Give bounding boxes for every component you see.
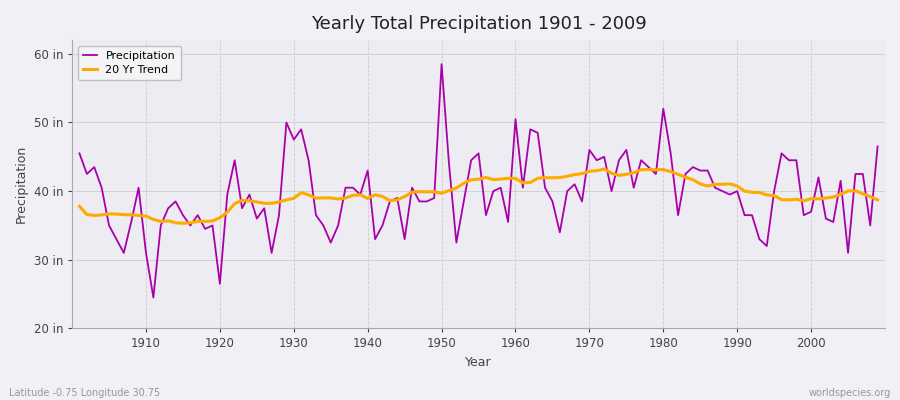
X-axis label: Year: Year [465,356,492,369]
20 Yr Trend [614,173,625,178]
Text: Latitude -0.75 Longitude 30.75: Latitude -0.75 Longitude 30.75 [9,388,160,398]
Line: Precipitation: Precipitation [79,64,878,298]
20 Yr Trend [303,192,314,197]
Precipitation [518,185,528,190]
20 Yr Trend [347,193,358,198]
20 Yr Trend [598,166,609,171]
20 Yr Trend [177,221,188,226]
Legend: Precipitation, 20 Yr Trend: Precipitation, 20 Yr Trend [77,46,181,80]
20 Yr Trend [510,176,521,181]
Precipitation [872,144,883,149]
Precipitation [347,185,358,190]
Precipitation [436,62,447,66]
Line: 20 Yr Trend: 20 Yr Trend [79,169,878,223]
20 Yr Trend [74,204,85,209]
Text: worldspecies.org: worldspecies.org [809,388,891,398]
20 Yr Trend [872,198,883,202]
Precipitation [74,151,85,156]
Precipitation [133,185,144,190]
Y-axis label: Precipitation: Precipitation [15,145,28,223]
20 Yr Trend [133,213,144,218]
Title: Yearly Total Precipitation 1901 - 2009: Yearly Total Precipitation 1901 - 2009 [310,15,646,33]
20 Yr Trend [518,180,528,185]
Precipitation [148,295,158,300]
Precipitation [303,158,314,163]
Precipitation [525,127,535,132]
Precipitation [614,158,625,163]
